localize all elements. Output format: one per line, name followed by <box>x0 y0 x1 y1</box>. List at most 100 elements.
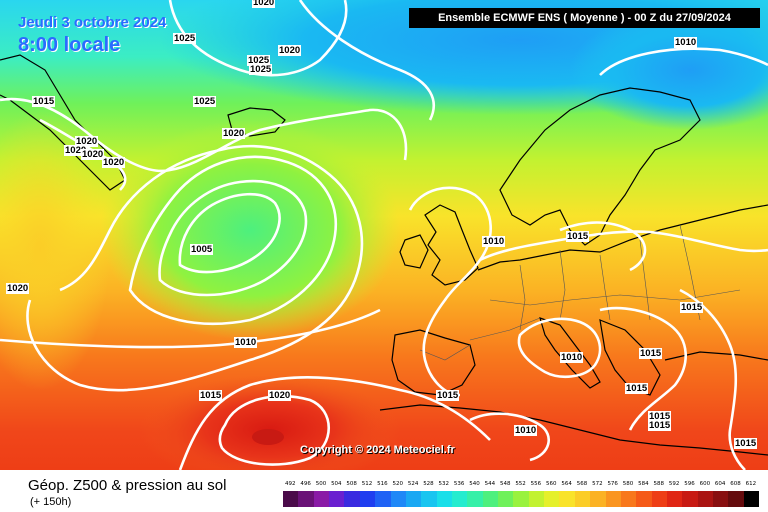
isobar-1010-mid <box>0 308 381 349</box>
color-scale-value: 588 <box>653 481 665 487</box>
color-scale-swatch <box>590 491 606 507</box>
isobar-label: 1010 <box>234 337 258 348</box>
color-scale-swatch <box>528 491 545 507</box>
color-scale-value: 560 <box>546 481 557 487</box>
isobar-1015-balkans <box>599 306 687 431</box>
scandinavia-coast <box>499 87 701 246</box>
color-scale-swatch <box>743 491 760 507</box>
forecast-time: 8:00 locale <box>18 34 121 56</box>
continent-coast <box>477 204 768 271</box>
isobar-label: 1015 <box>436 390 460 401</box>
legend-subtitle: (+ 150h) <box>30 496 72 508</box>
color-scale-value: 524 <box>407 481 419 487</box>
color-scale-value: 544 <box>484 481 496 487</box>
azores-high-inner <box>252 429 284 445</box>
isobar-label: 1015 <box>648 411 672 422</box>
color-scale-value: 548 <box>499 481 511 487</box>
weather-map: Ensemble ECMWF ENS ( Moyenne ) - 00 Z du… <box>0 0 768 470</box>
color-scale-swatch <box>283 491 299 507</box>
cold-trough-northeast <box>570 10 768 130</box>
color-scale-value: 532 <box>438 481 450 487</box>
color-scale-value: 504 <box>331 481 342 487</box>
color-scale-swatch <box>482 491 499 507</box>
ireland-coast <box>399 234 429 269</box>
isobar-1010-low <box>158 179 308 297</box>
isobar-label: 1020 <box>64 145 88 156</box>
color-scale-value: 528 <box>423 481 434 487</box>
legend-footer: Géop. Z500 & pression au sol (+ 150h) 49… <box>0 470 768 512</box>
isobar-label: 1020 <box>102 157 126 168</box>
isobar-label: 1025 <box>173 33 197 44</box>
isobar-1020-britain <box>408 186 492 397</box>
italy-coast <box>539 317 601 389</box>
isobar-label: 1005 <box>190 244 214 255</box>
color-scale-value: 604 <box>714 481 726 487</box>
color-scale-swatch <box>666 491 683 507</box>
isobar-label: 1020 <box>278 45 302 56</box>
isobar-1015-low <box>128 155 338 326</box>
color-scale-swatch <box>359 491 376 507</box>
balkans-coast <box>599 319 661 396</box>
isobar-label: 1015 <box>32 96 56 107</box>
color-scale-swatch <box>559 491 575 507</box>
color-scale-value: 516 <box>377 481 388 487</box>
forecast-date: Jeudi 3 octobre 2024 <box>18 14 167 31</box>
color-scale-value: 512 <box>361 481 373 487</box>
isobar-label: 1020 <box>268 390 292 401</box>
color-scale: 492 496 500 504 508 512 516 520 524 528 532 536 540 5… <box>283 481 760 509</box>
color-scale-value: 536 <box>453 481 465 487</box>
isobar-label: 1025 <box>247 55 271 66</box>
color-scale-value: 520 <box>392 481 403 487</box>
color-scale-value: 572 <box>592 481 603 487</box>
color-scale-swatch <box>405 491 422 507</box>
color-scale-swatch <box>605 491 621 507</box>
color-scale-swatch <box>451 491 468 507</box>
color-scale-value: 496 <box>300 481 311 487</box>
color-scale-value: 492 <box>285 481 296 487</box>
color-scale-swatch <box>651 491 667 507</box>
color-scale-swatch <box>728 491 744 507</box>
legend-title: Géop. Z500 & pression au sol <box>28 477 227 494</box>
color-scale-swatch <box>697 491 714 507</box>
isobar-label: 1010 <box>482 236 506 247</box>
color-scale-value: 540 <box>469 481 480 487</box>
color-scale-value: 500 <box>315 481 327 487</box>
isobar-1010-africa <box>469 412 550 462</box>
isobar-1020-north <box>298 0 436 121</box>
isobar-label: 1020 <box>75 136 99 147</box>
color-scale-swatch <box>375 491 391 507</box>
isobar-label: 1015 <box>680 302 704 313</box>
color-scale-value: 612 <box>745 481 757 487</box>
isobar-label: 1020 <box>6 283 30 294</box>
isobar-1010-arctic <box>599 47 768 76</box>
isobar-label: 1020 <box>222 128 246 139</box>
color-scale-value: 564 <box>561 481 572 487</box>
color-scale-swatch <box>513 491 529 507</box>
color-scale-swatch <box>313 491 330 507</box>
color-scale-labels: 492 496 500 504 508 512 516 520 524 528 532 536 540 5… <box>283 481 759 491</box>
isobar-1005-low <box>178 192 281 274</box>
isobar-label: 1015 <box>625 383 649 394</box>
color-scale-value: 584 <box>638 481 649 487</box>
color-scale-swatch <box>298 491 314 507</box>
isobar-1015-northeast <box>559 221 647 272</box>
color-scale-swatch <box>713 491 729 507</box>
color-scale-swatch <box>682 491 698 507</box>
isobar-label: 1010 <box>560 352 584 363</box>
color-scale-swatch <box>467 491 483 507</box>
isobar-label: 1020 <box>81 149 105 160</box>
color-scale-swatch <box>544 491 560 507</box>
color-scale-value: 608 <box>730 481 741 487</box>
color-scale-value: 592 <box>668 481 680 487</box>
isobar-1015-east <box>679 288 746 470</box>
copyright-notice: Copyright © 2024 Meteociel.fr <box>300 444 455 456</box>
color-scale-value: 600 <box>699 481 711 487</box>
color-scale-value: 576 <box>607 481 618 487</box>
color-scale-swatch <box>421 491 437 507</box>
color-scale-swatch <box>329 491 345 507</box>
color-scale-swatch <box>344 491 360 507</box>
isobar-label: 1015 <box>566 231 590 242</box>
color-scale-swatch <box>574 491 591 507</box>
isobar-1015-europe <box>479 230 768 262</box>
color-scale-bar <box>283 491 760 507</box>
